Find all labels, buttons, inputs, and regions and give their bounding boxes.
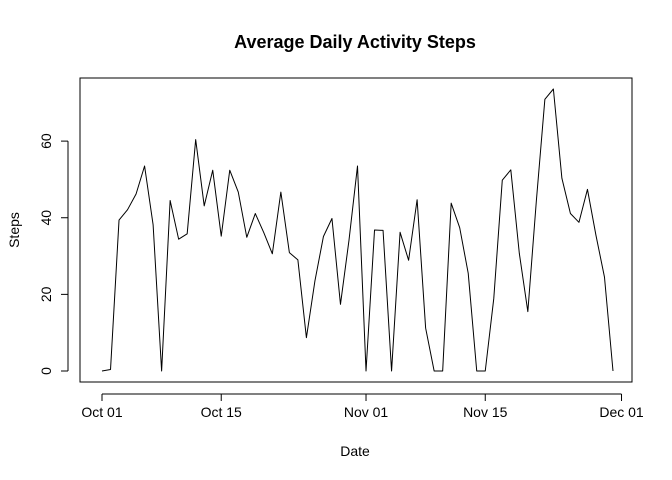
x-tick-label: Nov 01 <box>344 404 389 420</box>
x-tick-label: Dec 01 <box>599 404 644 420</box>
x-axis: Oct 01 Oct 15 Nov 01 Nov 15 Dec 01 <box>81 393 644 420</box>
x-tick-label: Oct 01 <box>81 404 122 420</box>
y-tick-label: 60 <box>38 133 54 149</box>
y-axis-label: Steps <box>6 212 22 248</box>
x-axis-label: Date <box>340 443 370 459</box>
series-line <box>101 88 614 372</box>
y-tick-label: 20 <box>38 286 54 302</box>
y-tick-label: 40 <box>38 210 54 226</box>
y-axis: 0 20 40 60 <box>38 133 69 375</box>
series-layer <box>101 88 614 372</box>
chart-title: Average Daily Activity Steps <box>234 32 476 52</box>
x-tick-label: Nov 15 <box>463 404 508 420</box>
y-tick-label: 0 <box>38 367 54 375</box>
x-tick-label: Oct 15 <box>201 404 242 420</box>
plot-frame <box>79 77 633 383</box>
